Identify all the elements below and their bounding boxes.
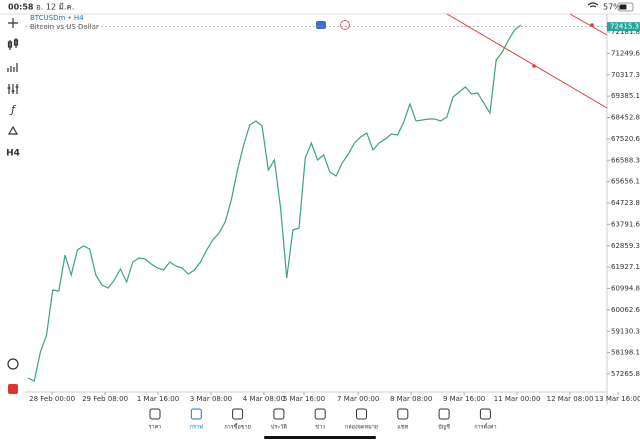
battery-level [619, 4, 627, 10]
y-tick-label: 58198.10 [611, 349, 640, 357]
y-tick-label: 60994.85 [611, 285, 640, 293]
tab-bar[interactable]: ราคา กราฟ การซื้อขาย ประวัติ ข่าว กล่องจดหมาย… [149, 408, 497, 431]
tab-label[interactable]: กราฟ [190, 424, 203, 431]
indicators-icon[interactable] [7, 63, 18, 72]
y-tick-label: 62859.35 [611, 242, 640, 250]
y-tick-label: 71249.60 [611, 49, 640, 57]
trend-line[interactable] [446, 13, 608, 109]
status-battery: 57% [603, 3, 621, 12]
x-tick-label: 9 Mar 16:00 [443, 395, 485, 403]
wifi-icon [587, 2, 599, 8]
tab-label[interactable]: บัญชี [438, 424, 450, 431]
y-tick-label: 63791.60 [611, 220, 640, 228]
x-tick-label: 4 Mar 08:00 [243, 395, 285, 403]
tab-icon[interactable] [232, 408, 244, 420]
trend-handle[interactable] [590, 23, 594, 27]
tab-label[interactable]: การซื้อขาย [224, 423, 250, 431]
x-tick-label: 8 Mar 08:00 [390, 395, 432, 403]
zoom-icon[interactable] [7, 358, 19, 370]
x-tick-label: 29 Feb 08:00 [82, 395, 128, 403]
tab-icon[interactable] [356, 408, 367, 420]
tab-icon[interactable] [314, 408, 326, 420]
timeframe-button[interactable]: H4 [6, 149, 20, 159]
current-price-label: 72415.37 [610, 23, 640, 31]
settings-icon[interactable] [7, 84, 19, 94]
crosshair-icon[interactable] [8, 18, 18, 28]
symbol-name: BTCUSDm • H4 [30, 14, 84, 22]
trend-handle[interactable] [532, 64, 536, 68]
y-tick-label: 59130.35 [611, 327, 640, 335]
x-tick-label: 1 Mar 16:00 [137, 395, 179, 403]
tab-label[interactable]: ข่าว [315, 425, 325, 431]
tab-label[interactable]: ประวัติ [271, 424, 287, 431]
y-tick-label: 57265.85 [611, 370, 640, 378]
y-tick-label: 67520.60 [611, 135, 640, 143]
trend-line[interactable] [569, 13, 608, 36]
status-time: 00:58 [8, 3, 34, 12]
y-tick-label: 70317.35 [611, 71, 640, 79]
tab-label[interactable]: ราคา [149, 425, 162, 431]
x-tick-label: 28 Feb 00:00 [29, 395, 75, 403]
objects-icon[interactable] [7, 125, 19, 135]
current-price-tag [607, 22, 640, 32]
x-tick-label: 5 Mar 16:00 [283, 395, 325, 403]
x-tick-label: 12 Mar 08:00 [547, 395, 594, 403]
x-tick-label: 3 Mar 08:00 [190, 395, 232, 403]
symbol-description: Bitcoin vs US Dollar [30, 23, 99, 31]
battery-icon [617, 2, 634, 12]
trade-button[interactable] [340, 20, 350, 30]
y-tick-label: 64723.85 [611, 199, 640, 207]
tab-label[interactable]: การตั้งค่า [474, 423, 496, 431]
chart-type-icon[interactable] [7, 38, 19, 50]
y-tick-label: 66588.35 [611, 156, 640, 164]
sell-button[interactable] [316, 21, 326, 29]
x-tick-label: 7 Mar 00:00 [337, 395, 379, 403]
status-date: อ. 12 มี.ค. [36, 3, 74, 12]
tab-icon[interactable] [149, 408, 161, 420]
x-tick-label: 13 Mar 16:00 [595, 395, 640, 403]
y-tick-label: 61927.10 [611, 263, 640, 271]
tab-label[interactable]: แชท [397, 424, 408, 431]
y-tick-label: 72181.85 [611, 28, 640, 36]
tab-icon[interactable] [438, 408, 450, 420]
y-tick-label: 68452.85 [611, 114, 640, 122]
tab-icon[interactable] [273, 408, 285, 420]
tab-icon[interactable] [190, 408, 202, 420]
y-tick-label: 65656.10 [611, 178, 640, 186]
function-icon[interactable]: ƒ [9, 103, 17, 116]
y-tick-label: 69385.10 [611, 92, 640, 100]
home-indicator [264, 436, 376, 439]
app-icon[interactable] [8, 384, 18, 394]
tab-icon[interactable] [479, 408, 491, 420]
left-toolbar[interactable]: ƒ H4 [6, 18, 20, 394]
tab-icon[interactable] [397, 408, 409, 420]
y-tick-label: 60062.60 [611, 306, 640, 314]
x-tick-label: 11 Mar 00:00 [494, 395, 541, 403]
price-line [27, 24, 522, 382]
tab-label[interactable]: กล่องจดหมาย [345, 425, 378, 431]
